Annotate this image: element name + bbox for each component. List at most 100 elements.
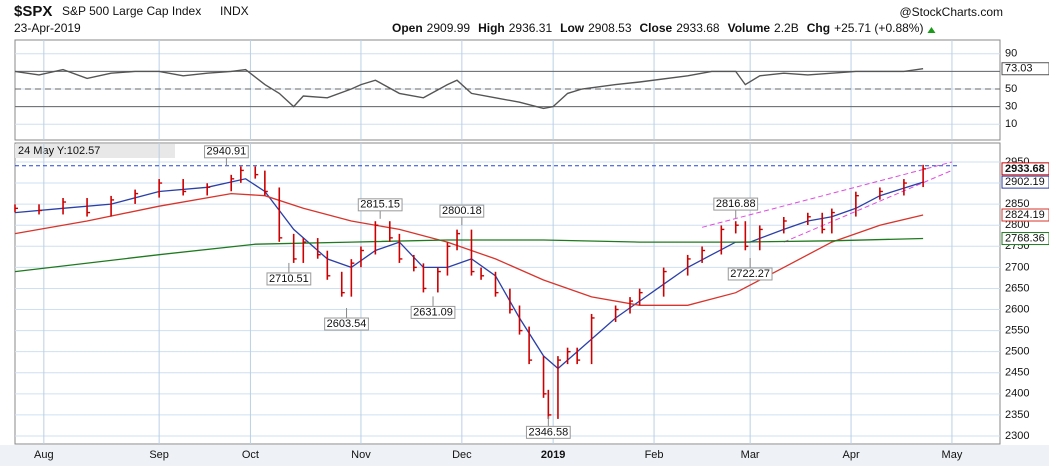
annotation-label: 2346.58 [528,426,568,438]
quote-value: 2933.68 [676,21,720,35]
price-bar [446,242,451,276]
up-arrow [927,27,936,33]
quote-value: 2936.31 [509,21,553,35]
price-bar [821,212,826,234]
price-bar [388,221,393,242]
x-tick-label: Mar [741,449,760,461]
price-bar [360,246,364,268]
price-bar [413,254,417,272]
annotation-label: 2816.88 [716,198,756,210]
trend-line [701,161,953,228]
x-axis-strip [0,445,1049,466]
value-tag [1001,162,1049,176]
x-tick-label: May [942,449,963,461]
y-tick-label: 10 [1005,118,1017,130]
y-tick-label: 50 [1005,83,1017,95]
y-tick-label: 2650 [1005,282,1029,294]
quote: Open 2909.99 High 2936.31 Low 2908.53 Close 293… [392,21,923,35]
cursor: 24 May Y:102.57 [18,145,100,157]
x-tick-label: Apr [842,449,859,461]
value-tag-label: 73.03 [1005,63,1033,75]
value-tag [1001,232,1049,246]
x-tick-label: Sep [149,449,169,461]
price-bar [278,187,283,242]
y-tick-label: 2800 [1005,219,1029,231]
price-bar [38,204,43,215]
price-bar [326,250,331,280]
price-bar [686,254,691,276]
y-tick-label: 2300 [1005,430,1029,442]
price-bar [855,191,859,217]
price-bar [662,267,667,297]
moving-average [14,192,924,306]
price-bar [590,313,595,365]
annotation-box [324,317,369,331]
price-bar [782,216,787,234]
quote-value: +25.71 (+0.88%) [834,21,923,35]
price-bar [494,271,499,297]
symbol: $SPX [14,3,52,20]
quote-value: 2909.99 [427,21,471,35]
price-bar [316,238,321,259]
price-bar [14,204,18,213]
price-bar [422,263,427,293]
x-tick-label: Aug [34,449,54,461]
quote-label: Chg [807,21,830,35]
annotation-box [727,267,773,281]
quote-label: Close [640,21,673,35]
price-bar [922,164,927,188]
price-bar [470,229,475,276]
x-tick-label: Feb [645,449,664,461]
quote-value: 2908.53 [588,21,632,35]
price-bar [566,347,571,365]
annotation-label: 2603.54 [327,318,367,330]
price-bar [86,198,91,217]
price-bar [557,356,561,419]
annotation-label: 2800.18 [442,205,482,217]
quote-label: High [478,21,505,35]
price-bar [734,221,739,234]
y-tick-label: 30 [1005,101,1017,113]
y-tick-label: 2500 [1005,346,1029,358]
price-bar [437,267,441,293]
value-tag-label: 2768.36 [1005,232,1045,244]
price-bar [744,221,749,251]
price-bar [254,166,259,179]
price-bar [720,225,725,255]
trend-line [783,169,953,243]
annotation-label: 2815.15 [360,199,400,211]
moving-average [14,237,924,273]
price-bar [182,179,187,196]
quote-label: Low [560,21,585,35]
price-bar [110,195,115,217]
price-panel [14,142,1001,445]
price-bar [542,356,547,398]
y-tick-label: 2850 [1005,198,1029,210]
y-tick-label: 2350 [1005,409,1029,421]
price-bar [480,267,485,280]
price-bar [576,347,581,365]
annotation-box [357,198,403,212]
index-name: S&P 500 Large Cap Index [62,4,201,18]
cursor-box [15,144,175,158]
quote-label: Open [392,21,423,35]
price-bar [831,208,835,234]
price-bar [302,238,307,263]
price-bar [547,389,552,419]
price-bar [528,326,533,365]
x-tick-label: Dec [452,449,472,461]
annotation-box [713,197,759,211]
price-bar [807,212,811,225]
price-bar [158,179,163,198]
price-bar [206,183,211,196]
price-bar [701,246,706,263]
price-bar [614,305,619,322]
quote-value: 2.2B [774,21,799,35]
value-tag [1001,208,1049,222]
price-bar [758,225,763,251]
annotation-label: 2722.27 [730,268,770,280]
annotation-box [266,272,312,286]
value-tag-label: 2933.68 [1005,163,1045,175]
price-bar [879,187,883,200]
